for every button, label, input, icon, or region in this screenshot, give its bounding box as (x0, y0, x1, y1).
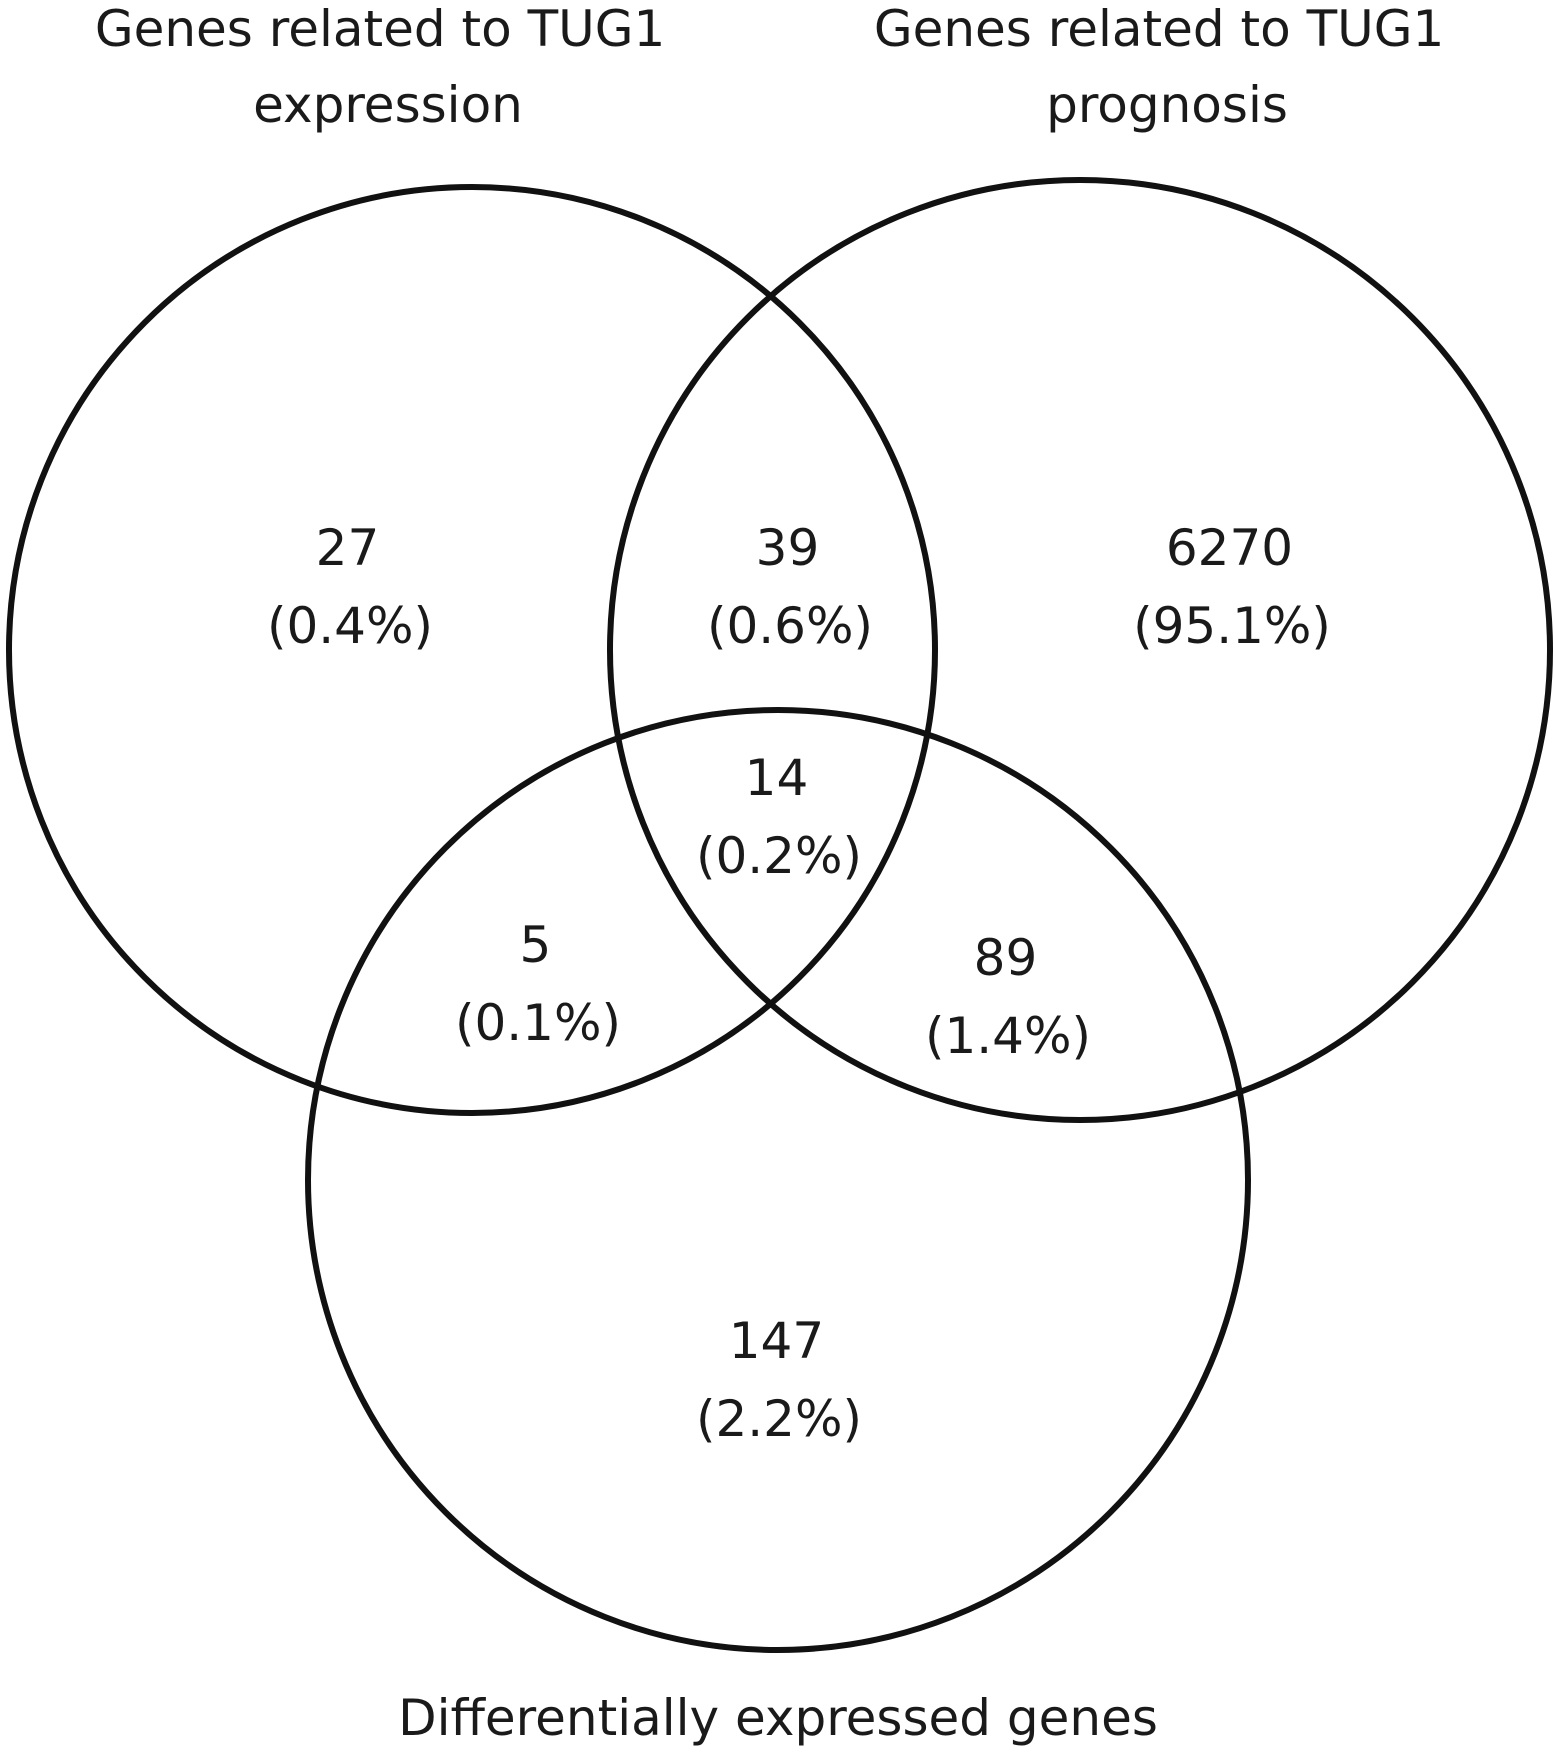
region-count: 5 (520, 916, 552, 974)
region-percent: (95.1%) (1133, 597, 1331, 655)
region-percent: (2.2%) (696, 1390, 862, 1448)
set-title-expression-line-1: Genes related to TUG1 (95, 0, 665, 58)
region-percent: (0.2%) (696, 827, 862, 885)
region-count: 89 (974, 929, 1038, 987)
region-expression-prognosis: 39 (0.6%) (707, 519, 873, 655)
region-count: 27 (316, 519, 380, 577)
region-differential-only: 147 (2.2%) (696, 1312, 862, 1448)
region-percent: (0.4%) (267, 597, 433, 655)
set-title-expression-line-2: expression (253, 76, 523, 134)
circle-set-differential (305, 707, 1251, 1653)
set-title-prognosis: Genes related to TUG1 prognosis (874, 0, 1460, 134)
set-title-prognosis-line-2: prognosis (1046, 76, 1288, 134)
circle-set-expression (6, 184, 938, 1116)
region-percent: (1.4%) (925, 1007, 1091, 1065)
region-count: 14 (745, 749, 809, 807)
region-expression-differential: 5 (0.1%) (455, 916, 621, 1052)
region-prognosis-only: 6270 (95.1%) (1133, 519, 1331, 655)
set-title-differential-line-1: Differentially expressed genes (398, 1689, 1158, 1747)
region-count: 147 (729, 1312, 824, 1370)
region-percent: (0.1%) (455, 994, 621, 1052)
set-title-expression: Genes related to TUG1 expression (95, 0, 681, 134)
region-percent: (0.6%) (707, 597, 873, 655)
circle-set-prognosis (607, 177, 1553, 1123)
set-title-differential: Differentially expressed genes (398, 1689, 1158, 1747)
set-title-prognosis-line-1: Genes related to TUG1 (874, 0, 1444, 58)
region-expression-only: 27 (0.4%) (267, 519, 433, 655)
region-count: 39 (756, 519, 820, 577)
region-prognosis-differential: 89 (1.4%) (925, 929, 1091, 1065)
region-all-three: 14 (0.2%) (696, 749, 862, 885)
region-count: 6270 (1166, 519, 1293, 577)
